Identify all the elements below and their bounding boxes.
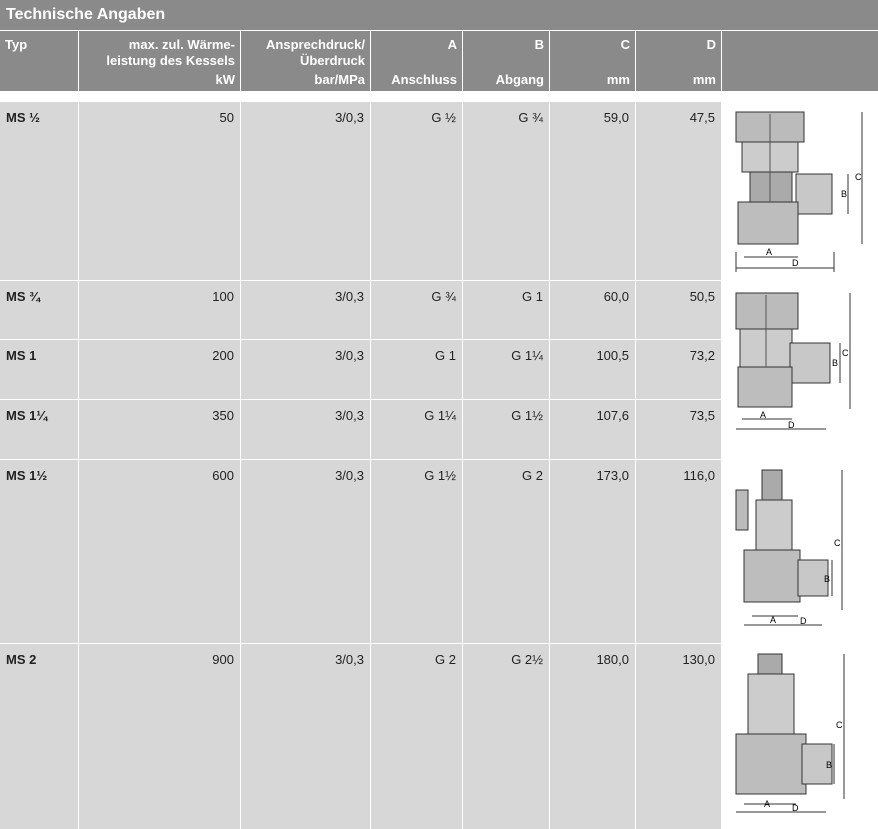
header-d: D mm <box>636 31 721 91</box>
cell-a: G 1 <box>371 340 462 399</box>
header-b: B Abgang <box>463 31 549 91</box>
cell-a: G ½ <box>371 102 462 280</box>
header-image <box>722 31 878 91</box>
cell-kw: 100 <box>79 281 240 339</box>
cell-druck: 3/0,3 <box>241 400 370 459</box>
cell-c: 107,6 <box>550 400 635 459</box>
dim-label-a: A <box>760 410 766 420</box>
cell-d: 47,5 <box>636 102 721 280</box>
cell-d: 116,0 <box>636 460 721 643</box>
cell-d: 73,2 <box>636 340 721 399</box>
dim-label-c: C <box>834 538 841 548</box>
cell-kw: 900 <box>79 644 240 829</box>
cell-b: G 1½ <box>463 400 549 459</box>
cell-c: 59,0 <box>550 102 635 280</box>
dim-label-c: C <box>842 348 849 358</box>
cell-b: G 2 <box>463 460 549 643</box>
section-title: Technische Angaben <box>0 0 878 30</box>
dim-label-b: B <box>826 760 832 770</box>
valve-drawing-ms-half: A D B C <box>722 102 878 280</box>
cell-kw: 50 <box>79 102 240 280</box>
dim-label-b: B <box>832 358 838 368</box>
cell-typ: MS 1½ <box>0 460 78 643</box>
cell-c: 180,0 <box>550 644 635 829</box>
cell-c: 100,5 <box>550 340 635 399</box>
cell-b: G ¾ <box>463 102 549 280</box>
cell-d: 130,0 <box>636 644 721 829</box>
header-druck: Ansprechdruck/ Überdruck bar/MPa <box>241 31 370 91</box>
cell-d: 73,5 <box>636 400 721 459</box>
dim-label-d: D <box>800 616 807 626</box>
dim-label-c: C <box>855 172 862 182</box>
dim-label-a: A <box>764 799 770 809</box>
cell-b: G 1¼ <box>463 340 549 399</box>
cell-druck: 3/0,3 <box>241 460 370 643</box>
cell-druck: 3/0,3 <box>241 644 370 829</box>
dim-label-c: C <box>836 720 843 730</box>
header-leistung: max. zul. Wärme- leistung des Kessels kW <box>79 31 240 91</box>
cell-b: G 1 <box>463 281 549 339</box>
cell-kw: 600 <box>79 460 240 643</box>
cell-druck: 3/0,3 <box>241 340 370 399</box>
cell-druck: 3/0,3 <box>241 281 370 339</box>
header-c: C mm <box>550 31 635 91</box>
dim-label-d: D <box>792 258 799 268</box>
valve-drawing-ms-two: A D B C <box>722 644 878 829</box>
cell-kw: 350 <box>79 400 240 459</box>
valve-drawing-ms-three-quarter-to-one-quarter: A D B C <box>722 281 878 459</box>
header-a: A Anschluss <box>371 31 462 91</box>
cell-c: 60,0 <box>550 281 635 339</box>
dim-label-a: A <box>766 247 772 257</box>
valve-drawing-ms-one-half: A D B C <box>722 460 878 643</box>
cell-druck: 3/0,3 <box>241 102 370 280</box>
header-typ: Typ <box>0 31 78 91</box>
dim-label-a: A <box>770 615 776 625</box>
cell-typ: MS 2 <box>0 644 78 829</box>
cell-a: G 1¼ <box>371 400 462 459</box>
cell-a: G ¾ <box>371 281 462 339</box>
cell-a: G 2 <box>371 644 462 829</box>
cell-typ: MS ¾ <box>0 281 78 339</box>
dim-label-b: B <box>824 574 830 584</box>
dim-label-d: D <box>788 420 795 430</box>
cell-b: G 2½ <box>463 644 549 829</box>
cell-typ: MS ½ <box>0 102 78 280</box>
cell-typ: MS 1¼ <box>0 400 78 459</box>
dim-label-b: B <box>841 189 847 199</box>
cell-d: 50,5 <box>636 281 721 339</box>
cell-typ: MS 1 <box>0 340 78 399</box>
cell-c: 173,0 <box>550 460 635 643</box>
dim-label-d: D <box>792 803 799 813</box>
cell-kw: 200 <box>79 340 240 399</box>
cell-a: G 1½ <box>371 460 462 643</box>
